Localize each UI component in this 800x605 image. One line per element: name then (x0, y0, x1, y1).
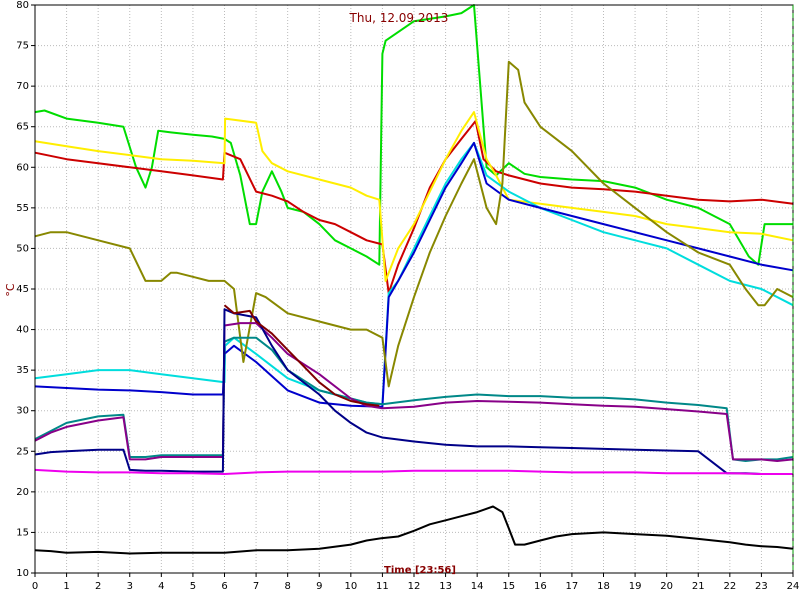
y-tick-label: 50 (16, 243, 29, 254)
x-tick-label: 8 (284, 581, 290, 592)
series-layer (34, 4, 794, 555)
x-tick-label: 23 (755, 581, 768, 592)
x-tick-label: 3 (127, 581, 133, 592)
x-tick-label: 24 (787, 581, 800, 592)
y-tick-label: 45 (16, 284, 29, 295)
x-axis-ticks: 0 1 2 3 4 5 6 7 8 9 10 11 12 13 14 15 16 17 18 19 20 21 22 23 24 (32, 573, 800, 592)
series-line-9 (34, 308, 793, 475)
y-tick-label: 70 (16, 81, 29, 92)
x-tick-label: 6 (221, 581, 227, 592)
y-tick-label: 25 (16, 446, 29, 457)
y-axis-label: °C (4, 283, 17, 297)
x-tick-label: 18 (597, 581, 610, 592)
series-line-6 (34, 60, 794, 388)
x-tick-label: 2 (95, 581, 101, 592)
x-tick-label: 15 (502, 581, 515, 592)
series-line-3 (34, 111, 794, 282)
x-tick-label: 12 (408, 581, 421, 592)
y-tick-label: 80 (16, 0, 29, 11)
y-tick-label: 10 (16, 568, 29, 579)
x-tick-label: 1 (63, 581, 69, 592)
x-tick-label: 7 (253, 581, 259, 592)
x-axis-label: Time [23:56] (384, 565, 456, 576)
x-tick-label: 21 (692, 581, 705, 592)
x-tick-label: 22 (723, 581, 736, 592)
series-line-5 (34, 141, 794, 408)
x-tick-label: 16 (534, 581, 547, 592)
y-tick-label: 75 (16, 41, 29, 52)
y-tick-label: 15 (16, 527, 29, 538)
x-tick-label: 4 (158, 581, 164, 592)
x-tick-label: 11 (376, 581, 389, 592)
series-line-11 (34, 468, 793, 475)
chart-title: Thu, 12.09.2013 (349, 11, 449, 25)
x-tick-label: 10 (344, 581, 357, 592)
x-tick-label: 20 (660, 581, 673, 592)
series-line-12 (34, 505, 794, 555)
y-tick-label: 55 (16, 203, 29, 214)
x-tick-label: 0 (32, 581, 38, 592)
x-tick-label: 17 (566, 581, 579, 592)
y-tick-label: 30 (16, 406, 29, 417)
x-tick-label: 9 (316, 581, 322, 592)
y-tick-label: 20 (16, 487, 29, 498)
x-tick-label: 14 (471, 581, 484, 592)
y-axis-ticks: 10 15 20 25 30 35 40 45 50 55 60 65 70 75 80 (16, 0, 35, 579)
series-line-8 (34, 322, 794, 462)
series-line-7 (34, 336, 794, 462)
x-tick-label: 13 (439, 581, 452, 592)
y-tick-label: 35 (16, 365, 29, 376)
y-tick-label: 65 (16, 122, 29, 133)
y-tick-label: 40 (16, 325, 29, 336)
y-tick-label: 60 (16, 162, 29, 173)
series-line-1 (34, 4, 793, 266)
x-tick-label: 19 (629, 581, 642, 592)
series-line-10 (223, 304, 380, 407)
x-tick-label: 5 (190, 581, 196, 592)
